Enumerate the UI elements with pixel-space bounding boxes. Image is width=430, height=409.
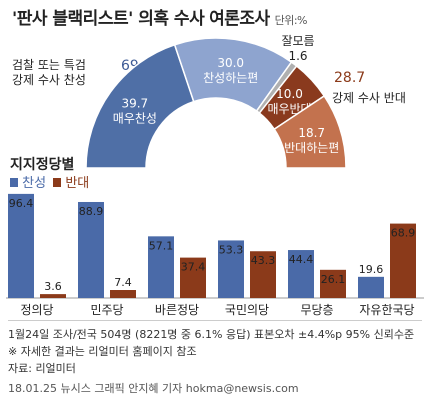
bar-value-0-1: 3.6 <box>44 280 62 293</box>
title-unit: 단위:% <box>274 14 308 27</box>
category-label-2: 바른정당 <box>155 303 199 317</box>
bar-value-5-1: 68.9 <box>391 227 416 240</box>
bar-0-0 <box>8 193 34 298</box>
donut-right-total: 28.7 <box>334 70 366 86</box>
bar-4-0 <box>288 250 314 298</box>
donut-slice-label-4: 반대하는편 <box>284 141 339 155</box>
page-title: '판사 블랙리스트' 의혹 수사 여론조사 단위:% <box>12 4 308 29</box>
bar-3-1 <box>250 251 276 298</box>
source-note: 자료: 리얼미터 <box>8 362 76 375</box>
title-main: '판사 블랙리스트' 의혹 수사 <box>12 9 205 29</box>
donut-slice-value-1: 30.0 <box>217 56 244 70</box>
bar-value-3-0: 53.3 <box>219 243 244 256</box>
donut-slice-4 <box>273 94 347 169</box>
donut-left-label: 검찰 또는 특검 강제 수사 찬성 <box>12 58 86 88</box>
legend-swatch-for <box>10 178 18 187</box>
bar-value-2-0: 57.1 <box>149 239 174 252</box>
legend-swatch-against <box>53 178 62 187</box>
bar-1-0 <box>78 201 104 298</box>
bar-2-0 <box>148 236 174 298</box>
bar-value-5-0: 19.6 <box>359 263 384 276</box>
donut-unknown-value: 1.6 <box>288 49 308 63</box>
category-label-5: 자유한국당 <box>359 303 414 317</box>
bar-5-1 <box>390 223 416 298</box>
bar-4-1 <box>320 269 346 298</box>
donut-slice-0 <box>85 43 195 169</box>
bar-1-1 <box>110 290 136 298</box>
legend-label-against: 반대 <box>65 176 90 191</box>
credit-note: 18.01.25 뉴시스 그래픽 안지혜 기자 hokma@newsis.com <box>8 382 299 395</box>
bar-value-1-0: 88.9 <box>79 205 104 218</box>
divider <box>8 320 422 321</box>
survey-note: 1월24일 조사/전국 504명 (8221명 중 6.1% 응답) 표본오차 … <box>8 328 415 341</box>
donut-slice-value-4: 18.7 <box>298 126 325 140</box>
bar-value-1-1: 7.4 <box>114 276 132 289</box>
bar-legend: 찬성 반대 <box>10 176 89 191</box>
category-label-0: 정의당 <box>20 303 53 317</box>
legend-label-for: 찬성 <box>22 176 47 191</box>
bar-value-4-0: 44.4 <box>289 253 314 266</box>
bar-0-1 <box>40 294 66 298</box>
donut-slice-value-3: 10.0 <box>276 87 303 101</box>
donut-slice-value-0: 39.7 <box>121 97 148 111</box>
category-label-1: 민주당 <box>90 303 123 317</box>
bar-5-0 <box>358 276 384 298</box>
title-bold: 여론조사 <box>209 9 270 29</box>
detail-note: ※ 자세한 결과는 리얼미터 홈페이지 참조 <box>8 345 197 358</box>
donut-unknown-text: 잘모름 <box>281 34 315 48</box>
donut-slice-label-0: 매우찬성 <box>113 111 157 126</box>
bar-value-3-1: 43.3 <box>251 254 276 267</box>
category-label-3: 국민의당 <box>225 303 269 317</box>
donut-left-label-line1: 검찰 또는 특검 <box>12 58 86 72</box>
bar-value-0-0: 96.4 <box>9 197 34 210</box>
bar-value-4-1: 26.1 <box>321 273 346 286</box>
category-label-4: 무당층 <box>300 303 333 317</box>
bar-chart-title: 지지정당별 <box>10 157 75 173</box>
donut-right-label: 강제 수사 반대 <box>332 91 406 105</box>
donut-unknown-label: 잘모름 1.6 <box>278 34 318 64</box>
donut-left-label-line2: 강제 수사 찬성 <box>12 73 86 87</box>
bar-3-0 <box>218 240 244 298</box>
bar-value-2-1: 37.4 <box>181 261 206 274</box>
bar-2-1 <box>180 257 206 298</box>
donut-slice-label-1: 찬성하는편 <box>203 70 258 85</box>
